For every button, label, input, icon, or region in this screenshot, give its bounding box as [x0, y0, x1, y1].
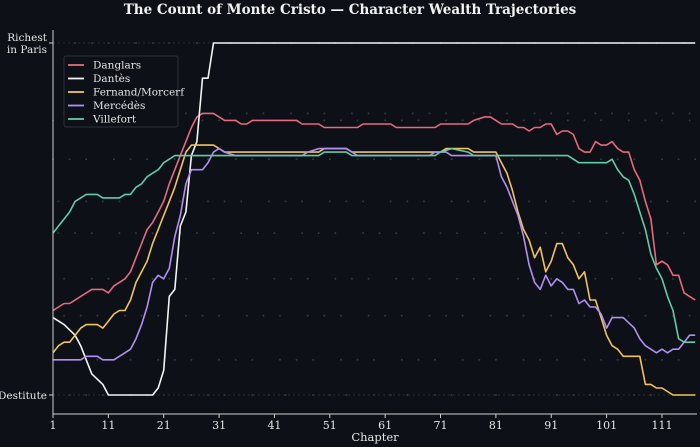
- x-tick-label: 41: [267, 419, 281, 432]
- x-tick-label: 71: [434, 419, 448, 432]
- axes: 1 11 21 31 41 51 61 71 81 91 101 111ChapterDestitut…: [0, 30, 697, 444]
- series-lines: [52, 42, 696, 396]
- x-tick-label: 1: [50, 419, 57, 432]
- x-tick-label: 21: [157, 419, 171, 432]
- x-tick-label: 31: [212, 419, 226, 432]
- legend-item-dant-s: Dantès: [93, 73, 130, 85]
- x-tick-label: 91: [544, 419, 558, 432]
- legend-item-villefort: Villefort: [92, 114, 137, 126]
- y-tick-label: Richest: [7, 32, 48, 44]
- x-tick-label: 11: [101, 419, 115, 432]
- y-tick-label: Destitute: [0, 390, 47, 402]
- y-tick-label: in Paris: [7, 44, 47, 56]
- x-tick-label: 61: [378, 419, 392, 432]
- x-tick-label: 101: [596, 419, 617, 432]
- series-line-fernand-morcerf: [52, 144, 696, 396]
- chart-title: The Count of Monte Cristo — Character We…: [123, 2, 577, 18]
- x-tick-label: 81: [489, 419, 503, 432]
- legend-item-fernand-morcerf: Fernand/Morcerf: [93, 87, 185, 99]
- x-tick-label: 111: [651, 419, 672, 432]
- series-line-dant-s: [52, 42, 696, 396]
- x-axis-label: Chapter: [351, 430, 399, 444]
- series-line-danglars: [52, 112, 696, 312]
- legend-item-danglars: Danglars: [93, 60, 141, 72]
- x-tick-label: 51: [323, 419, 337, 432]
- series-line-villefort: [52, 147, 696, 343]
- legend-item-merc-d-s: Mercédès: [93, 100, 145, 112]
